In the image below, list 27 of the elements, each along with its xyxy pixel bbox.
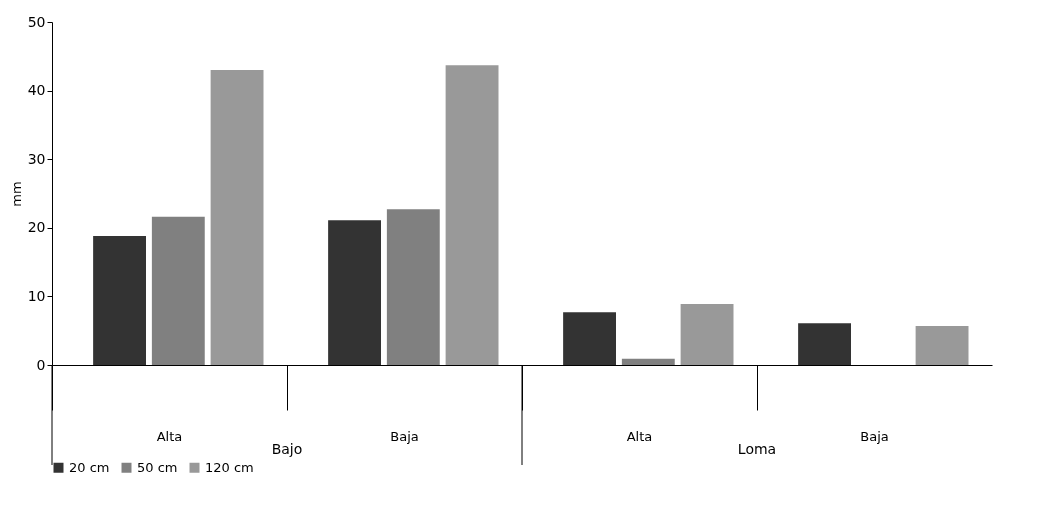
x-tick-label: Alta [626,428,653,444]
bar [386,209,440,365]
x-tick-label: Baja [860,428,889,444]
legend-label: 120 cm [205,459,254,475]
legend-label: 20 cm [69,459,110,475]
bar [210,70,264,365]
bar [798,323,851,365]
y-tick-label: 30 [27,150,46,167]
bar [93,236,146,365]
bar [445,65,499,365]
text: Bajo [271,441,303,457]
x-tick-label: Baja [390,428,419,444]
text: Loma [737,441,777,457]
bar [563,312,616,365]
y-tick-label: 0 [36,356,46,373]
y-axis-title: mm [8,181,24,207]
bar [621,358,675,365]
legend-label: 50 cm [137,459,178,475]
y-tick-label: 40 [27,82,46,99]
bar [151,216,205,365]
bar [328,220,381,365]
y-tick-label: 50 [27,13,46,30]
bar [915,325,969,365]
y-tick-label: 10 [27,287,46,304]
y-tick-label: 20 [27,219,46,236]
bar [680,303,734,365]
x-tick-label: Alta [156,428,183,444]
